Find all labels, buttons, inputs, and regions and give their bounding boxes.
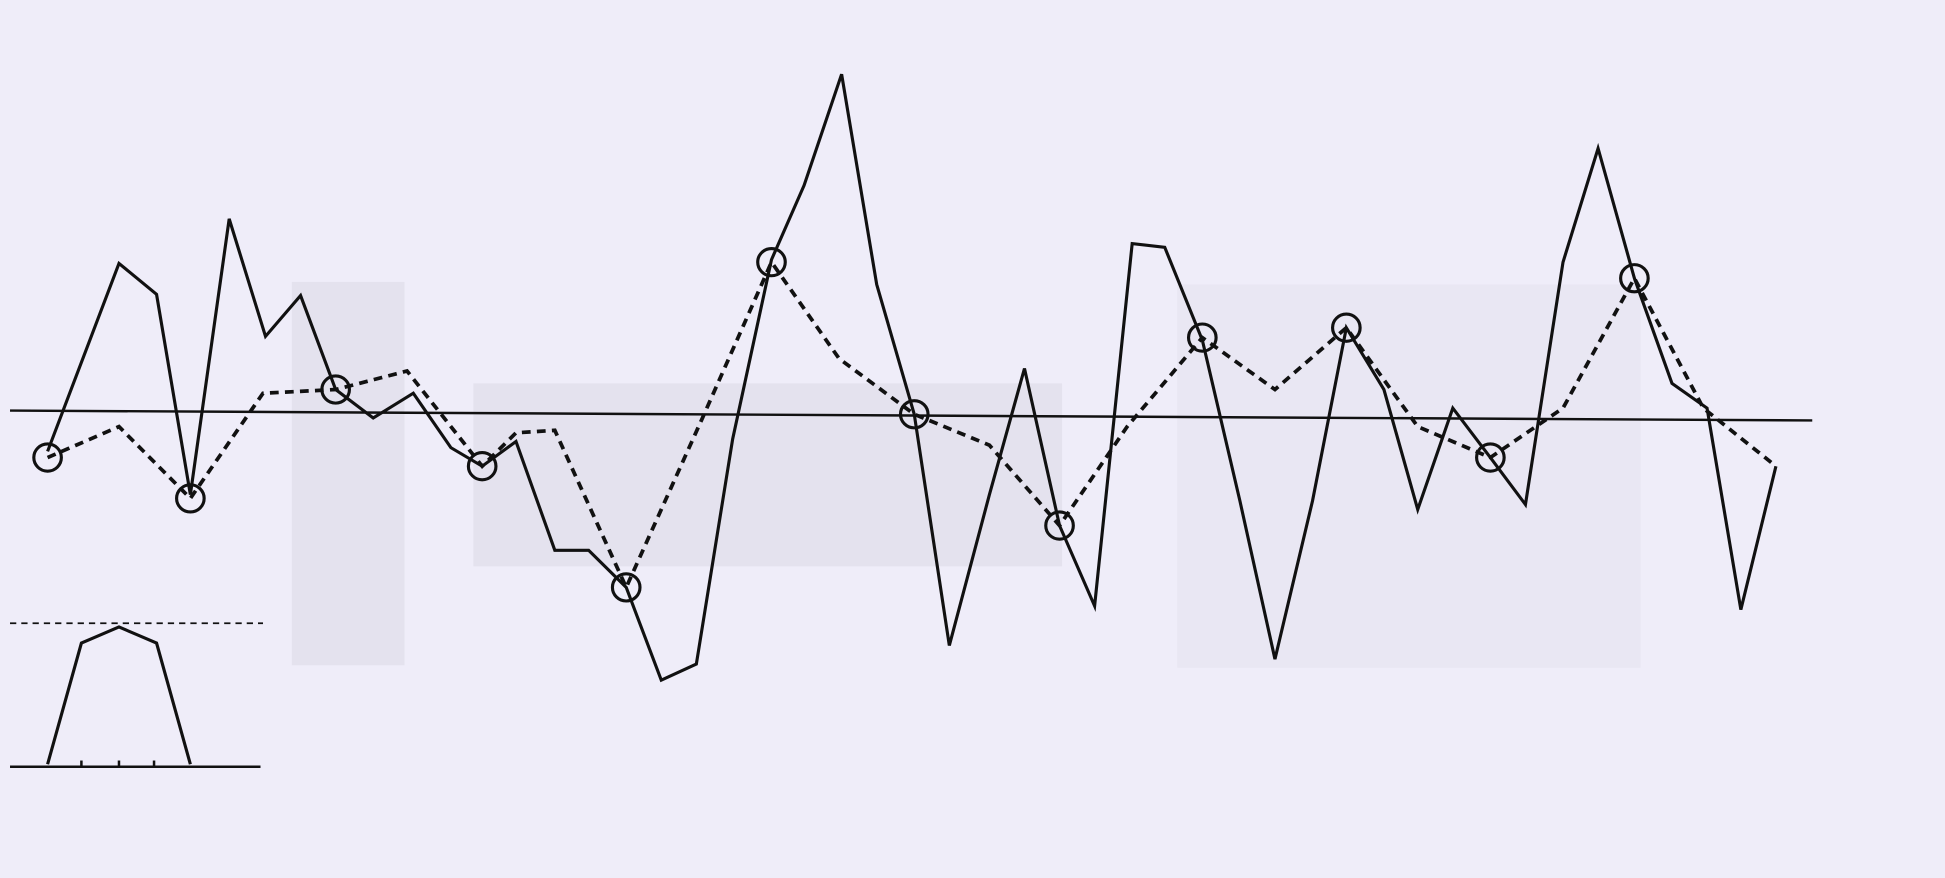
sample-marker: [1619, 263, 1650, 294]
sample-marker: [898, 399, 930, 430]
sample-marker: [1475, 442, 1506, 473]
inset-window-shape: [46, 625, 192, 765]
filter-window-inset: [10, 622, 264, 768]
inset-ticks: [80, 760, 156, 767]
reference-line: [10, 409, 1813, 422]
sample-marker: [756, 247, 787, 278]
shade: [291, 281, 405, 666]
shade: [473, 383, 1063, 567]
signal-curve: [46, 73, 1778, 683]
sample-marker: [1186, 322, 1218, 353]
sample-marker: [610, 572, 642, 603]
sample-marker: [466, 451, 498, 482]
sample-markers: [32, 247, 1650, 603]
sample-marker: [1331, 312, 1362, 343]
sample-marker: [175, 483, 206, 514]
sample-marker: [1044, 510, 1075, 541]
sample-marker: [320, 374, 351, 405]
sample-marker: [32, 442, 63, 473]
